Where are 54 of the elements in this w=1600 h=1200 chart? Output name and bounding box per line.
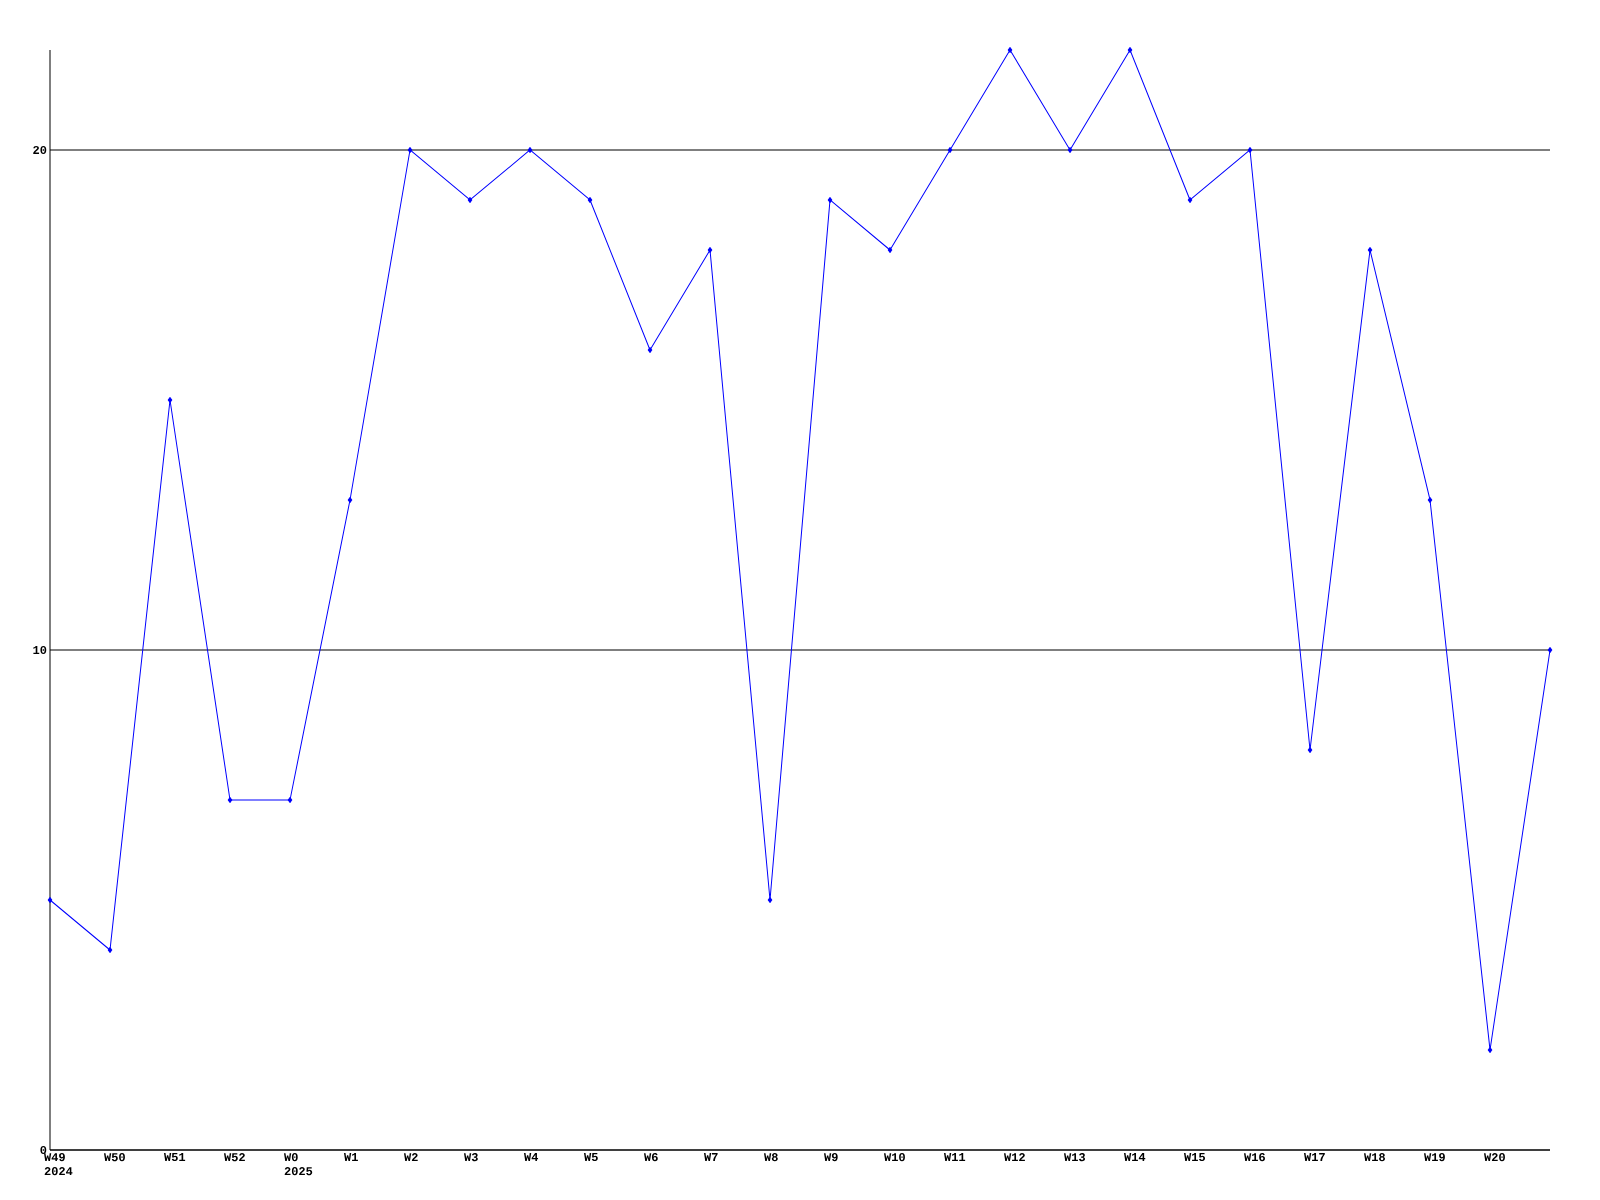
x-tick-label: W50 <box>104 1153 125 1162</box>
y-tick-label: 0 <box>40 1145 47 1155</box>
point <box>767 897 773 903</box>
x-tick-label: W3 <box>464 1153 478 1162</box>
point <box>1247 147 1253 153</box>
point <box>287 797 293 803</box>
x-tick-label: W51 <box>164 1153 186 1162</box>
point <box>1547 647 1553 653</box>
point <box>1427 497 1433 503</box>
x-tick-label: W17 <box>1304 1153 1325 1161</box>
x-tick-label: W8 <box>764 1153 778 1162</box>
point <box>827 197 833 203</box>
point <box>227 797 233 803</box>
x-tick-label: W16 <box>1244 1153 1265 1162</box>
point <box>527 147 533 153</box>
x-tick-label: W52 <box>224 1153 245 1162</box>
point <box>1067 147 1073 153</box>
point <box>407 147 413 153</box>
x-tick-label: W18 <box>1364 1153 1385 1162</box>
point <box>467 197 473 203</box>
point <box>1187 197 1193 203</box>
point <box>587 197 593 203</box>
point <box>1007 47 1013 53</box>
x-tick-label: W6 <box>644 1153 658 1162</box>
x-tick-label: W19 <box>1424 1153 1445 1162</box>
x-tick-label: W0 2025 <box>284 1153 313 1176</box>
x-tick-label: W9 <box>824 1153 838 1162</box>
x-tick-label: W7 <box>704 1153 718 1161</box>
point <box>47 897 53 903</box>
x-tick-label: W10 <box>884 1153 905 1162</box>
x-tick-label: W15 <box>1184 1153 1205 1162</box>
point <box>707 247 713 253</box>
point <box>1307 747 1313 753</box>
point <box>347 497 353 503</box>
x-tick-label: W12 <box>1004 1153 1025 1162</box>
point <box>107 947 113 953</box>
x-tick-label: W1 <box>344 1153 358 1161</box>
x-tick-label: W4 <box>524 1153 539 1161</box>
point <box>1487 1047 1493 1053</box>
x-tick-label: W49 2024 <box>44 1153 73 1176</box>
x-tick-label: W20 <box>1484 1153 1505 1162</box>
point <box>167 397 173 403</box>
point <box>1127 47 1133 53</box>
y-tick-label: 10 <box>33 645 47 655</box>
x-tick-label: W13 <box>1064 1153 1085 1162</box>
point <box>947 147 953 153</box>
x-tick-label: W2 <box>404 1153 418 1162</box>
y-tick-label: 20 <box>33 145 47 155</box>
point <box>647 347 653 353</box>
point <box>887 247 893 253</box>
point <box>1367 247 1373 253</box>
x-tick-label: W14 <box>1124 1153 1146 1161</box>
x-tick-label: W11 <box>944 1153 966 1161</box>
x-tick-label: W5 <box>584 1153 598 1162</box>
